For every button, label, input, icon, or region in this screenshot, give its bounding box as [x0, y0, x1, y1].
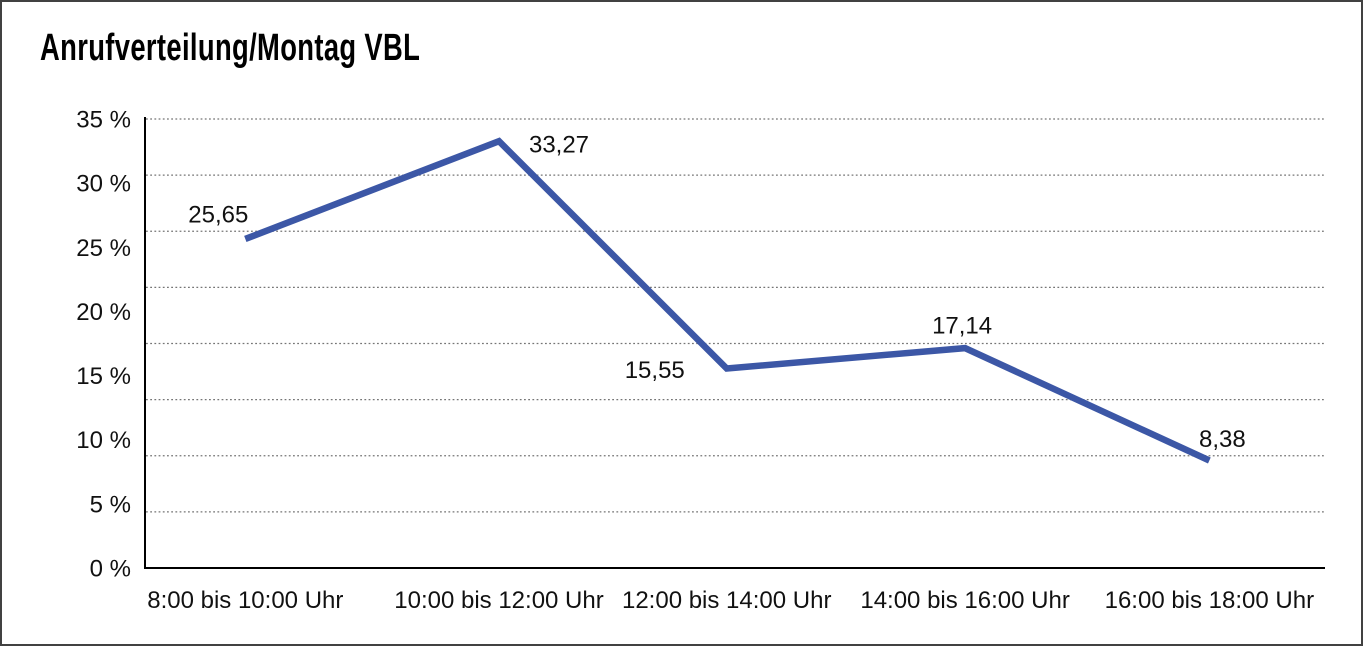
y-tick-label: 35 %: [76, 107, 131, 134]
value-label: 17,14: [932, 313, 992, 340]
data-line: [244, 137, 1211, 464]
x-tick-label: 14:00 bis 16:00 Uhr: [860, 587, 1069, 614]
x-tick-label: 16:00 bis 18:00 Uhr: [1105, 587, 1314, 614]
y-tick-label: 0 %: [90, 556, 131, 583]
x-tick-label: 8:00 bis 10:00 Uhr: [147, 587, 343, 614]
value-label: 15,55: [625, 357, 685, 384]
y-tick-label: 5 %: [90, 491, 131, 518]
y-tick-label: 15 %: [76, 363, 131, 390]
y-tick-label: 25 %: [76, 235, 131, 262]
value-label: 33,27: [529, 132, 589, 159]
x-tick-label: 10:00 bis 12:00 Uhr: [394, 587, 603, 614]
x-tick-label: 12:00 bis 14:00 Uhr: [622, 587, 831, 614]
y-tick-label: 20 %: [76, 299, 131, 326]
y-tick-label: 30 %: [76, 171, 131, 198]
y-tick-label: 10 %: [76, 427, 131, 454]
value-label: 25,65: [188, 201, 248, 228]
chart-title: Anrufverteilung/Montag VBL: [40, 27, 421, 69]
value-label: 8,38: [1199, 426, 1246, 453]
